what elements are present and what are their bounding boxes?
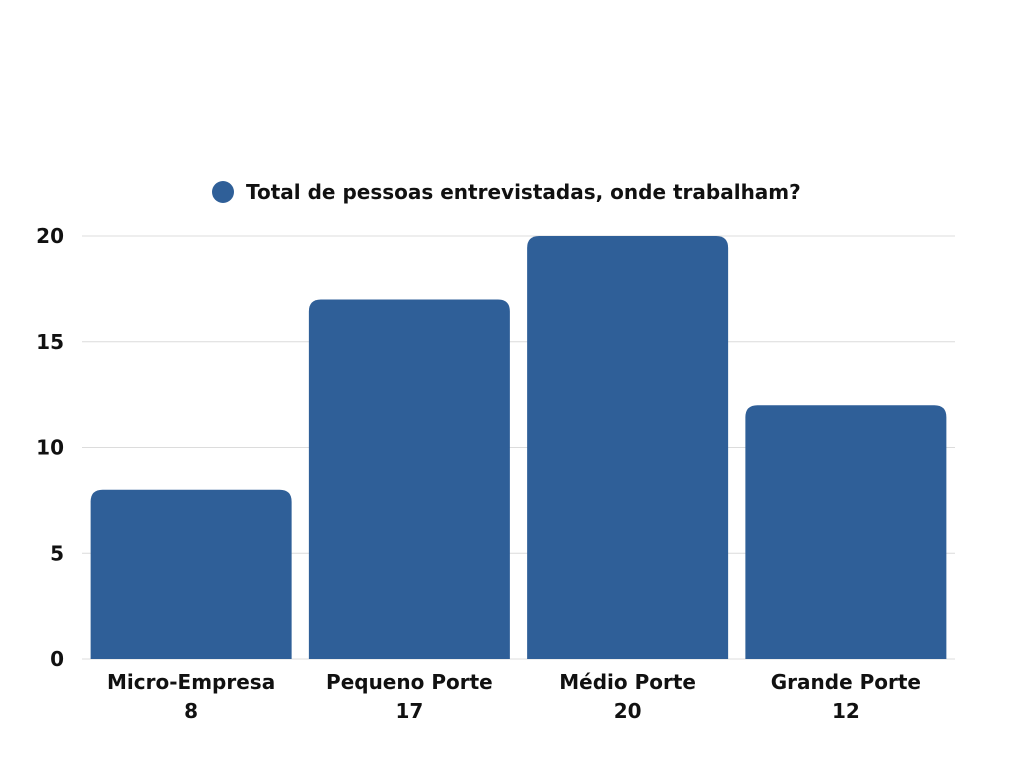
bar-grande-porte — [745, 405, 947, 659]
y-tick-label: 0 — [50, 647, 64, 671]
legend-marker — [212, 181, 234, 203]
x-category-label: Médio Porte — [559, 670, 696, 694]
x-category-label: Pequeno Porte — [326, 670, 493, 694]
y-tick-label: 10 — [36, 436, 64, 460]
bar-micro-empresa — [90, 489, 292, 659]
y-tick-label: 20 — [36, 224, 64, 248]
x-category-label: Micro-Empresa — [107, 670, 275, 694]
x-category-label: Grande Porte — [771, 670, 921, 694]
legend-label: Total de pessoas entrevistadas, onde tra… — [246, 180, 801, 204]
category-labels: Micro-Empresa 8 Pequeno Porte 17 Médio Porte… — [107, 670, 921, 723]
legend: Total de pessoas entrevistadas, onde tra… — [212, 176, 801, 208]
y-tick-label: 15 — [36, 330, 64, 354]
bar-m-dio-porte — [527, 236, 729, 659]
bar-value-label: 17 — [395, 699, 423, 723]
y-tick-label: 5 — [50, 541, 64, 565]
bar-value-label: 20 — [614, 699, 642, 723]
bar-value-label: 12 — [832, 699, 860, 723]
bar-value-label: 8 — [184, 699, 198, 723]
bar-pequeno-porte — [308, 299, 510, 659]
bars — [90, 236, 947, 659]
y-axis-ticks: 0 5 10 15 20 — [36, 224, 64, 671]
